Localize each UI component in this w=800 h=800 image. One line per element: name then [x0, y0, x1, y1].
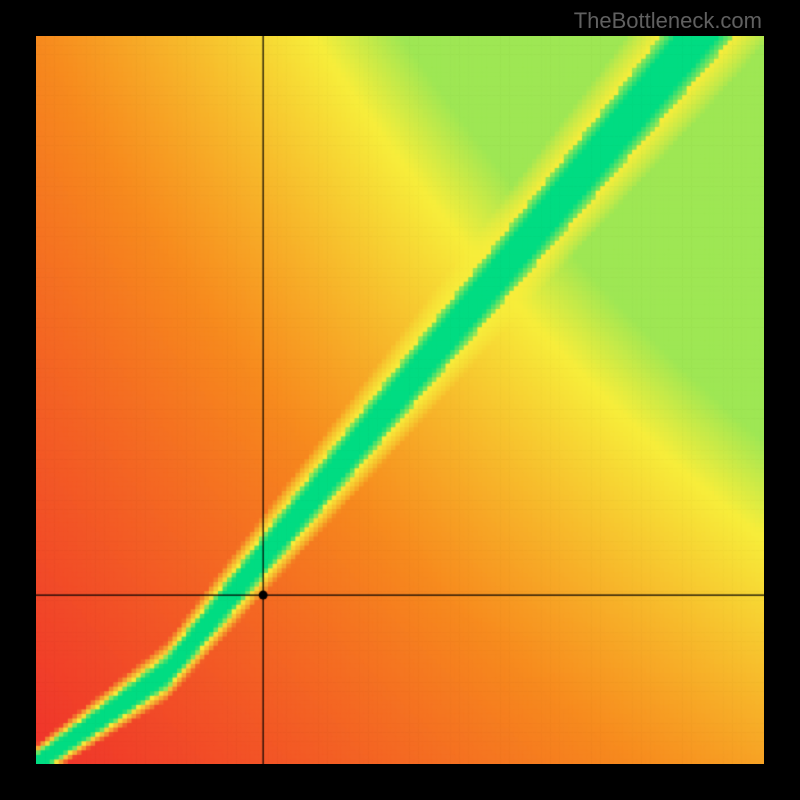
root-container: TheBottleneck.com: [0, 0, 800, 800]
heatmap-plot: [36, 36, 764, 764]
watermark-text: TheBottleneck.com: [574, 8, 762, 34]
heatmap-canvas: [36, 36, 764, 764]
